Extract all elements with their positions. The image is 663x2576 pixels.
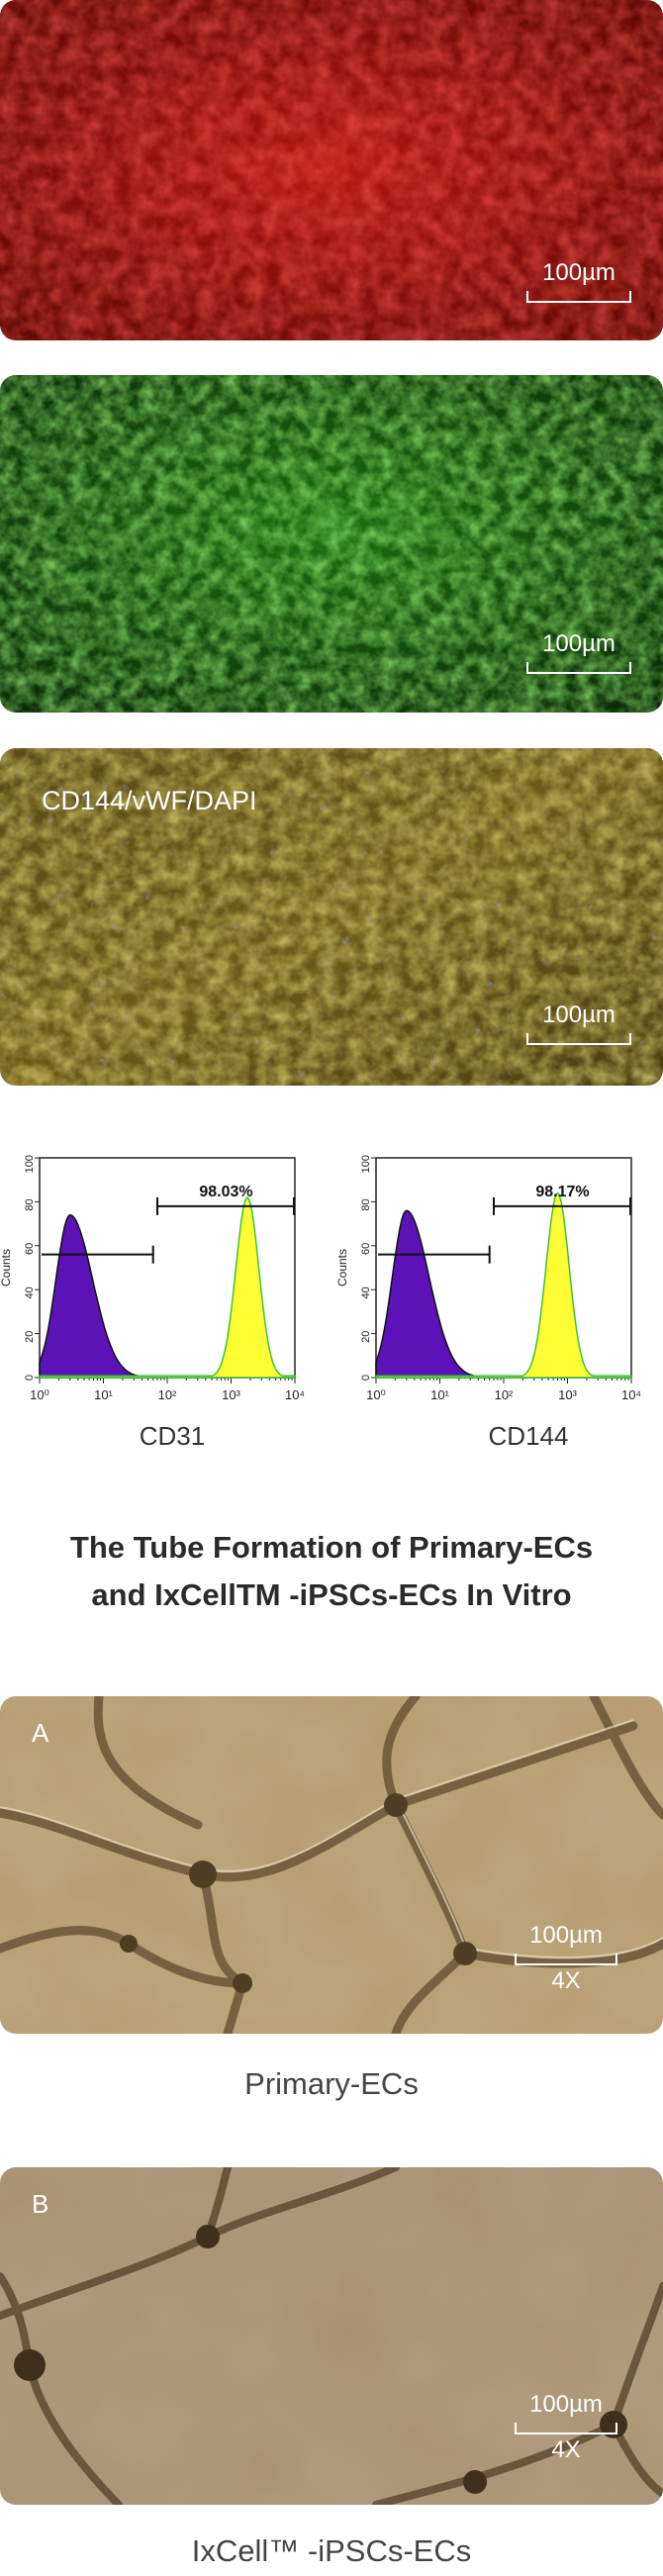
scale-bar: 100µm [526, 630, 631, 674]
y-tick-label: 80 [360, 1198, 372, 1210]
cd144-red-image: 100µm [0, 0, 663, 340]
panel-label-a: A [32, 1718, 49, 1748]
y-tick-label: 40 [360, 1287, 372, 1298]
scale-bar-label: 100µm [542, 630, 616, 657]
cd31-axis-label: CD31 [139, 1421, 206, 1451]
y-tick-label: 80 [24, 1198, 36, 1210]
scale-bar: 100µm [526, 259, 631, 303]
scale-bar-label: 100µm [529, 2391, 603, 2418]
positive-peak [39, 1195, 296, 1379]
magnification-label: 4X [551, 2436, 581, 2463]
scale-bar: 100µm [526, 1002, 631, 1045]
x-tick-label: 10¹ [430, 1387, 449, 1402]
gate-percentage-label: 98.17% [535, 1184, 589, 1200]
y-tick-label: 40 [24, 1287, 36, 1298]
y-tick-label: 60 [360, 1243, 372, 1255]
section-title-line-1: The Tube Formation of Primary-ECs [69, 1530, 594, 1565]
positive-peak [375, 1192, 632, 1379]
stain-label: CD144/vWF/DAPI [42, 786, 257, 815]
ixcell-caption: IxCell™ -iPSCs-ECs [191, 2533, 472, 2568]
x-tick-label: 10¹ [94, 1387, 113, 1402]
scale-bar-label: 100µm [542, 259, 616, 286]
primary-ecs-caption: Primary-ECs [244, 2066, 419, 2101]
primary-ecs-tube-image: A 100µm 4X [0, 1696, 663, 2034]
red-fluorescence-texture [0, 0, 663, 340]
section-title: The Tube Formation of Primary-ECs and Ix… [0, 1524, 663, 1619]
panel-label-b: B [32, 2189, 49, 2219]
vwf-green-image: 100µm [0, 375, 663, 713]
gate-percentage-label: 98.03% [199, 1184, 252, 1200]
x-tick-label: 10² [495, 1387, 514, 1402]
cd144-histogram: 0 20 40 60 80 100 Counts 10⁰ 10¹ 10² 10³ 10⁴ 98.17% [336, 1155, 641, 1402]
x-tick-label: 10⁰ [366, 1387, 386, 1402]
x-tick-label: 10⁴ [621, 1387, 641, 1402]
x-tick-label: 10⁴ [285, 1387, 305, 1402]
cd31-histogram: 0 20 40 60 80 100 Counts 10⁰ 10¹ 10² 10³ 10⁴ 98.03% [0, 1155, 305, 1402]
y-tick-label: 0 [24, 1375, 36, 1381]
scale-bar: 100µm 4X [515, 1922, 617, 1995]
scale-bar: 100µm 4X [515, 2391, 617, 2464]
y-axis-label: Counts [0, 1249, 13, 1287]
scale-bar-label: 100µm [529, 1922, 603, 1949]
scale-bar-label: 100µm [542, 1002, 616, 1028]
green-fluorescence-texture [0, 375, 663, 713]
ixcell-ipscs-ecs-tube-image: B 100µm 4X [0, 2167, 663, 2505]
isotype-control-peak [375, 1209, 632, 1379]
x-tick-label: 10⁰ [30, 1387, 49, 1402]
y-tick-label: 60 [24, 1243, 36, 1255]
tube-formation-texture-b [0, 2167, 663, 2505]
merged-fluorescence-texture [0, 748, 663, 1086]
tube-formation-texture-a [0, 1696, 663, 2034]
y-tick-label: 20 [24, 1331, 36, 1343]
cd144-axis-label: CD144 [488, 1421, 569, 1451]
x-tick-label: 10² [158, 1387, 177, 1402]
x-tick-label: 10³ [558, 1387, 577, 1402]
x-tick-label: 10³ [222, 1387, 240, 1402]
y-tick-label: 0 [360, 1375, 372, 1381]
y-tick-label: 100 [24, 1155, 36, 1173]
y-tick-label: 20 [360, 1331, 372, 1343]
merged-fluorescence-image: CD144/vWF/DAPI 100µm [0, 748, 663, 1086]
y-tick-label: 100 [360, 1155, 372, 1173]
y-axis-label: Counts [336, 1249, 349, 1287]
magnification-label: 4X [551, 1967, 581, 1994]
section-title-line-2: and IxCellTM -iPSCs-ECs In Vitro [91, 1577, 572, 1612]
